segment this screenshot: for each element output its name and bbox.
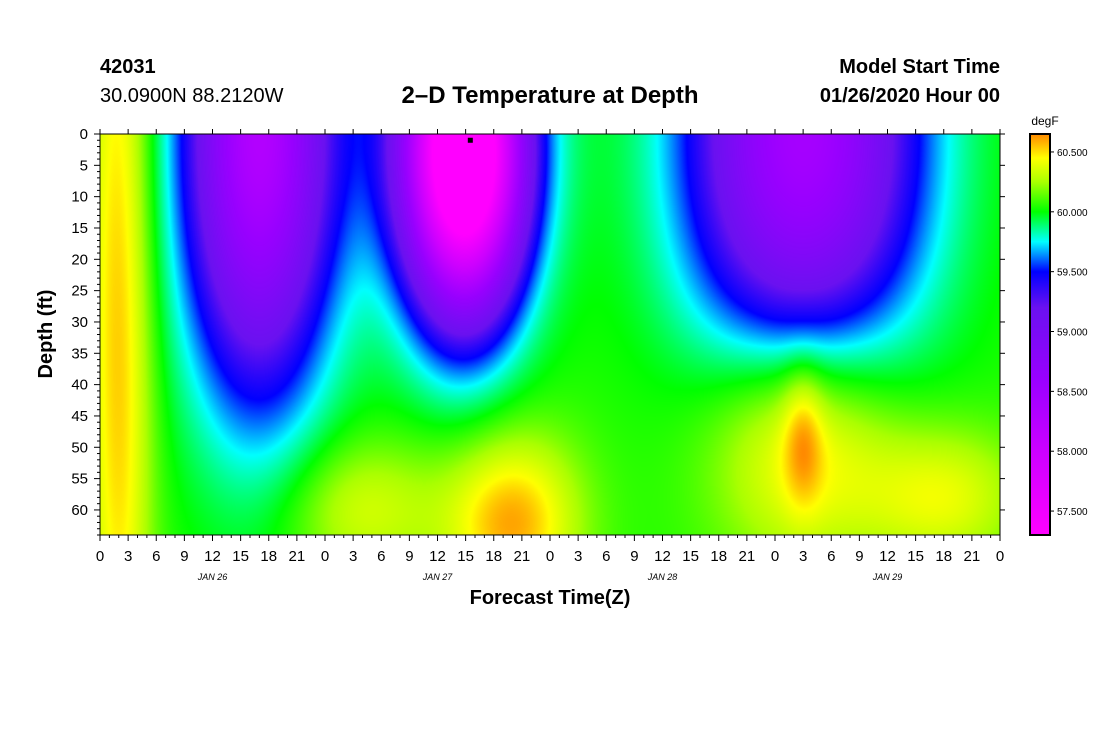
x-tick-label: 21 [964,548,981,565]
x-tick-label: 6 [602,548,610,565]
x-tick-label: 12 [429,548,446,565]
x-tick-label: 12 [879,548,896,565]
x-tick-label: 12 [654,548,671,565]
y-tick-label: 40 [71,377,88,394]
colorbar-tick-label: 60.000 [1057,208,1088,219]
model-start-label: Model Start Time [839,56,1000,78]
station-id: 42031 [100,56,156,78]
position-marker [467,137,473,143]
colorbar-tick-label: 58.500 [1057,387,1088,398]
x-tick-label: 21 [514,548,531,565]
y-tick-label: 35 [71,345,88,362]
colorbar: degF 60.500 60.000 59.500 59.000 58.500 58.00… [1029,114,1088,536]
colorbar-unit: degF [1031,114,1058,128]
x-date-label: JAN 29 [872,572,903,582]
x-tick-label: 12 [204,548,221,565]
y-tick-label: 0 [80,126,88,143]
y-tick-label: 15 [71,220,88,237]
y-tick-label: 20 [71,251,88,268]
x-tick-label: 18 [260,548,277,565]
x-tick-label: 9 [855,548,863,565]
colorbar-tick-label: 58.000 [1057,447,1088,458]
x-date-label: JAN 26 [197,572,228,582]
y-tick-label: 60 [71,502,88,519]
station-location: 30.0900N 88.2120W [100,85,284,107]
x-tick-label: 6 [827,548,835,565]
x-date-label: JAN 27 [422,572,454,582]
x-tick-label: 6 [152,548,160,565]
plot-area [99,133,1001,536]
x-tick-label: 18 [485,548,502,565]
x-tick-label: 15 [907,548,924,565]
x-tick-label: 0 [96,548,104,565]
x-tick-label: 3 [349,548,357,565]
y-tick-label: 55 [71,471,88,488]
x-date-label: JAN 28 [647,572,678,582]
x-tick-label: 6 [377,548,385,565]
heatmap-field [100,134,1000,535]
x-tick-label: 18 [935,548,952,565]
y-tick-label: 25 [71,283,88,300]
x-tick-label: 3 [574,548,582,565]
y-tick-label: 50 [71,439,88,456]
x-tick-label: 18 [710,548,727,565]
colorbar-tick-label: 59.500 [1057,268,1088,279]
y-axis-label: Depth (ft) [35,290,57,379]
x-axis-label: Forecast Time(Z) [470,587,631,609]
x-tick-label: 15 [682,548,699,565]
x-tick-label: 0 [996,548,1004,565]
colorbar-scale [1029,133,1051,536]
chart-title: 2–D Temperature at Depth [401,82,699,109]
y-axis: 0 5 10 15 20 25 30 35 40 45 50 55 60 [71,126,1005,536]
x-tick-label: 0 [771,548,779,565]
x-tick-label: 0 [321,548,329,565]
y-tick-label: 30 [71,314,88,331]
x-tick-label: 9 [405,548,413,565]
x-tick-label: 9 [180,548,188,565]
colorbar-tick-label: 59.000 [1057,328,1088,339]
model-start-value: 01/26/2020 Hour 00 [819,85,1000,107]
x-tick-label: 0 [546,548,554,565]
y-tick-label: 10 [71,189,88,206]
x-tick-label: 9 [630,548,638,565]
x-tick-label: 3 [124,548,132,565]
x-tick-label: 3 [799,548,807,565]
x-axis: 0 3 6 9 12 15 18 21 0 3 6 9 12 15 18 21 0 3 6 9 12 15 18 21 0 3 6 9… [96,129,1004,582]
colorbar-tick-label: 57.500 [1057,507,1088,518]
y-tick-label: 5 [80,157,88,174]
x-tick-label: 15 [457,548,474,565]
x-tick-label: 15 [232,548,249,565]
colorbar-tick-label: 60.500 [1057,148,1088,159]
y-tick-label: 45 [71,408,88,425]
x-tick-label: 21 [739,548,756,565]
x-tick-label: 21 [289,548,306,565]
